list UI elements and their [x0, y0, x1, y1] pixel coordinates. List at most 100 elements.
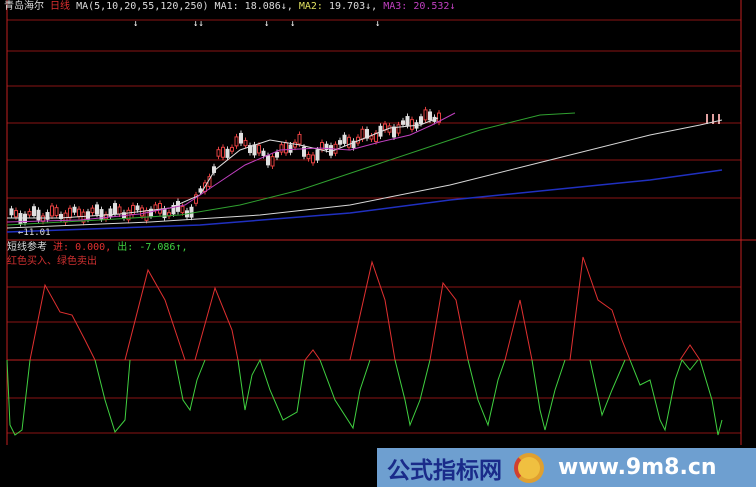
candle: [9, 208, 14, 216]
buy-signal-segment: [679, 344, 701, 361]
svg-text:↓: ↓: [264, 19, 269, 29]
watermark-banner: 公式指标网 www.9m8.cn: [377, 448, 756, 487]
candle: [99, 209, 104, 220]
sell-signal-segment: [394, 359, 431, 427]
candle: [392, 126, 396, 138]
candle: [342, 134, 347, 144]
candle: [401, 120, 405, 125]
sell-signal-segment: [467, 359, 506, 427]
candle: [266, 155, 270, 166]
watermark-url: www.9m8.cn: [558, 455, 717, 480]
sell-signal-segment: [174, 359, 206, 412]
svg-text:↓: ↓: [290, 19, 295, 29]
candle: [374, 132, 378, 142]
in-value: 0.000,: [75, 242, 112, 253]
candle: [27, 211, 32, 216]
candle: [144, 209, 149, 221]
candle: [180, 206, 185, 214]
indicator-legend: 红色买入、绿色卖出: [7, 256, 97, 267]
candle: [50, 205, 54, 217]
candle: [113, 203, 117, 215]
ma-params: MA(5,10,20,55,120,250): [76, 1, 209, 12]
candle: [311, 154, 315, 164]
candle: [81, 211, 86, 223]
candle: [706, 114, 708, 124]
price-gridlines: [6, 0, 756, 445]
sell-signal-segment: [629, 358, 699, 432]
candle: [284, 142, 288, 154]
svg-text:↓↓: ↓↓: [193, 19, 204, 29]
candle: [95, 204, 99, 215]
ma-line-magenta: [6, 112, 456, 223]
watermark-text: 公式指标网: [387, 457, 502, 484]
candle: [288, 144, 293, 153]
sell-signal-segment: [237, 358, 306, 421]
ma-line-blue: [6, 169, 723, 233]
buy-signal-segment: [429, 281, 469, 361]
candle: [243, 140, 248, 147]
candle: [189, 206, 194, 218]
buy-signal-segment: [304, 349, 321, 361]
candle: [297, 133, 302, 145]
candlesticks: [9, 106, 720, 227]
candle: [216, 149, 221, 157]
candle: [347, 136, 351, 148]
candle: [171, 204, 176, 215]
watermark-logo-icon: [514, 452, 544, 483]
candle: [239, 132, 243, 144]
candle: [718, 114, 720, 124]
header-arrows: ↓ ↓↓ ↓ ↓ ↓: [133, 19, 380, 29]
sell-signal-segment: [699, 359, 723, 436]
candle: [32, 206, 36, 217]
candle: [54, 207, 59, 216]
candle: [419, 116, 423, 124]
sell-signal-segment: [589, 359, 626, 417]
sell-signal-segment: [531, 359, 566, 431]
candle: [275, 151, 279, 158]
candle: [365, 129, 369, 139]
sell-signal-segment: [319, 359, 371, 430]
candle: [68, 207, 72, 219]
candle: [234, 136, 239, 147]
candle: [405, 116, 410, 126]
candle: [257, 144, 261, 154]
candle: [261, 150, 266, 156]
date-text: 11.01: [23, 228, 51, 238]
candle: [252, 144, 257, 156]
candle: [72, 206, 77, 213]
sell-signal-segment: [94, 359, 131, 434]
svg-text:↓: ↓: [375, 19, 380, 29]
chart-header: 青岛海尔 日线 MA(5,10,20,55,120,250) MA1: 18.0…: [4, 1, 455, 13]
candle: [712, 114, 714, 124]
candle: [198, 188, 203, 193]
ma-line-white-long: [6, 119, 723, 229]
candle: [315, 149, 320, 161]
candle: [270, 156, 275, 167]
sell-signal-segment: [6, 359, 31, 436]
candle: [329, 145, 333, 156]
period-label[interactable]: 日线: [50, 1, 71, 12]
ma1-value: 18.086↓,: [244, 1, 293, 12]
candle: [369, 135, 374, 140]
ma-line-white-short: [7, 117, 439, 219]
candle: [437, 112, 441, 123]
ma2-label: MA2:: [298, 1, 323, 12]
buy-signal-segment: [124, 268, 186, 361]
candle: [117, 206, 122, 215]
candle: [423, 109, 428, 121]
candle: [158, 202, 162, 214]
ma3-value: 20.532↓: [413, 1, 456, 12]
out-label: 出:: [117, 242, 134, 253]
date-marker: ←11.01: [18, 228, 51, 238]
candle: [383, 123, 387, 131]
candle: [14, 210, 18, 218]
candle: [45, 212, 50, 220]
candle: [302, 146, 306, 157]
indicator-name: 短线参考: [7, 242, 47, 253]
ma3-label: MA3:: [383, 1, 408, 12]
candle: [248, 145, 252, 154]
candle: [279, 144, 284, 153]
buy-signal-segment: [504, 299, 533, 361]
